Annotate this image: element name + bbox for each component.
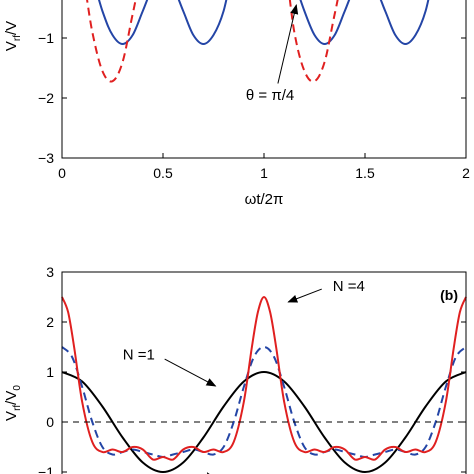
panel-a-ticks: 0−1−2−300.511.52 <box>38 30 470 181</box>
panel-b-y-label-sub2: 0 <box>12 385 23 391</box>
panel-b-annotation-arrow <box>287 288 322 303</box>
panel-a-annotations: θ = π/4 <box>246 4 299 104</box>
panel-a-annotation-0: θ = π/4 <box>246 4 299 104</box>
panel-a-y-tick-label: −2 <box>38 90 54 106</box>
panel-b-annotation-1: N =1 <box>123 347 217 387</box>
panel-a-x-tick-label: 1 <box>260 165 268 181</box>
panel-b-y-label-sub: rf <box>12 405 23 411</box>
panel-a-annotation-label: θ = π/4 <box>246 87 294 104</box>
panel-a-x-axis-label: ωt/2π <box>245 191 284 208</box>
panel-b-y-axis-label: Vrf/V0 <box>3 385 23 421</box>
panel-a-x-tick-label: 0.5 <box>153 165 173 181</box>
panel-b-y-tick-label: −1 <box>38 464 54 474</box>
panel-a-chart: 0−1−2−300.511.52 θ = π/4 ωt/2π Vrf/V <box>3 0 470 208</box>
panel-a-plot-frame <box>61 0 467 159</box>
panel-b-annotation-arrow <box>164 358 217 387</box>
panel-a-series-group <box>86 0 430 83</box>
panel-a-x-tick-label: 0 <box>58 165 66 181</box>
panel-b-label: (b) <box>440 287 458 303</box>
panel-b-plot-frame <box>61 271 467 474</box>
panel-b-series-group <box>61 296 467 473</box>
panel-b-ticks: 3 2 1 0 −1 <box>38 264 466 474</box>
panel-b-annotation-label: N =4 <box>333 278 365 295</box>
panel-b-y-tick-label: 0 <box>46 414 54 430</box>
panel-b-y-label-main: V <box>3 411 20 421</box>
panel-b-y-tick-label: 2 <box>46 314 54 330</box>
panel-a-y-tick-label: −3 <box>38 150 54 166</box>
panel-b-series-line-2 <box>61 296 467 461</box>
panel-a-y-tick-label: −1 <box>38 30 54 46</box>
panel-b-y-tick-label: 3 <box>46 264 54 280</box>
panel-a-y-label-tail: /V <box>3 21 20 35</box>
panel-a-y-label-sub: rf <box>12 35 23 41</box>
panel-b-annotation-label: N =1 <box>123 347 155 364</box>
panel-b-series-line-1 <box>61 346 467 458</box>
panel-b-series-line-0 <box>61 371 467 473</box>
panel-a-y-axis-label: Vrf/V <box>3 21 23 51</box>
panel-b-annotations: N =4 N =1 <box>123 278 365 474</box>
panel-a-series-line-0 <box>97 0 430 45</box>
panel-a-x-tick-label: 1.5 <box>355 165 375 181</box>
panel-a-series-line-1 <box>86 0 339 83</box>
panel-a-annotation-arrow <box>277 4 299 84</box>
panel-b-y-label-tail: /V <box>3 391 20 405</box>
panel-b-y-tick-label: 1 <box>46 364 54 380</box>
panel-a-y-label-main: V <box>3 41 20 51</box>
panel-a-x-tick-label: 2 <box>462 165 470 181</box>
panel-b-annotation-0: N =4 <box>287 278 365 303</box>
